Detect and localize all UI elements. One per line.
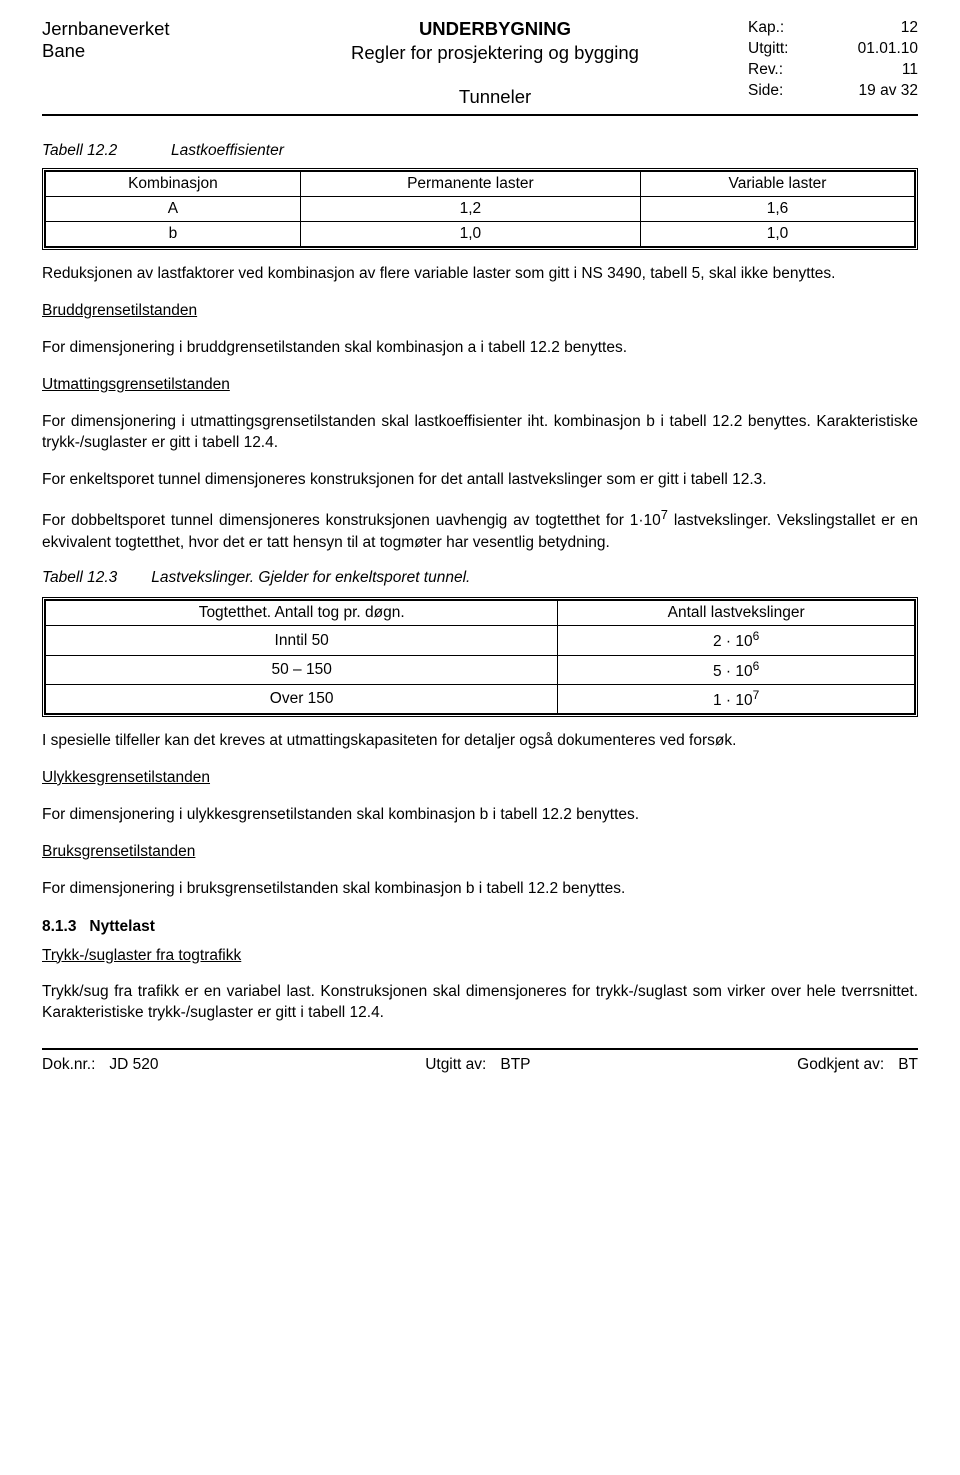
table-header-row: Kombinasjon Permanente laster Variable l… [46,172,915,197]
org-name: Jernbaneverket [42,18,242,40]
utgitt-value: 01.01.10 [858,39,918,60]
footer-rule [42,1048,918,1050]
kap-row: Kap.: 12 [748,18,918,39]
header-center: UNDERBYGNING Regler for prosjektering og… [242,18,748,108]
cell-exp: 6 [753,659,760,673]
cell-exp: 7 [753,688,760,702]
heading-ulykkesgrense: Ulykkesgrensetilstanden [42,768,918,789]
para-spesielle: I spesielle tilfeller kan det kreves at … [42,731,918,752]
tabell-12-2-num: Tabell 12.2 [42,142,137,160]
heading-bruddgrense: Bruddgrensetilstanden [42,301,918,322]
cell-exp: 6 [753,629,760,643]
cell: A [46,197,301,222]
table-row: 50 – 150 5 · 106 [46,655,915,684]
futgitt-label: Utgitt av: [425,1056,486,1074]
para-trykk: Trykk/sug fra trafikk er en variabel las… [42,982,918,1024]
table-row: A 1,2 1,6 [46,197,915,222]
para-ulykkes: For dimensjonering i ulykkesgrensetilsta… [42,805,918,826]
para-utmatting: For dimensjonering i utmattingsgrensetil… [42,412,918,454]
header-rule [42,114,918,116]
document-page: Jernbaneverket Bane UNDERBYGNING Regler … [0,0,960,1086]
col-variable: Variable laster [640,172,914,197]
tabell-12-3-caption: Tabell 12.3 Lastvekslinger. Gjelder for … [42,569,918,587]
rev-row: Rev.: 11 [748,60,918,81]
tabell-12-2-caption: Tabell 12.2 Lastkoeffisienter [42,142,918,160]
para-enkeltsporet: For enkeltsporet tunnel dimensjoneres ko… [42,470,918,491]
doc-subtitle: Regler for prosjektering og bygging [242,42,748,64]
section-8-1-3: 8.1.3 Nyttelast [42,918,918,936]
cell: 1,2 [300,197,640,222]
kap-value: 12 [901,18,918,39]
para-reduksjon: Reduksjonen av lastfaktorer ved kombinas… [42,264,918,285]
heading-utmatting: Utmattingsgrensetilstanden [42,375,918,396]
org-sub: Bane [42,40,242,62]
heading-bruksgrense: Bruksgrensetilstanden [42,842,918,863]
tabell-12-3-table: Togtetthet. Antall tog pr. døgn. Antall … [45,600,915,713]
cell: 5 · 106 [558,655,915,684]
dob-dot: ·10 [638,513,660,530]
table-row: Over 150 1 · 107 [46,684,915,713]
cell-base: 1 · 10 [713,692,753,709]
utgitt-label: Utgitt: [748,39,808,60]
side-label: Side: [748,81,808,102]
section-8-1-3-num: 8.1.3 [42,918,76,935]
table-header-row: Togtetthet. Antall tog pr. døgn. Antall … [46,601,915,626]
col-kombinasjon: Kombinasjon [46,172,301,197]
cell: Inntil 50 [46,626,558,655]
tabell-12-2-title: Lastkoeffisienter [171,142,284,160]
kap-label: Kap.: [748,18,808,39]
cell: b [46,222,301,247]
tabell-12-3: Togtetthet. Antall tog pr. døgn. Antall … [42,597,918,716]
footer-utgitt: Utgitt av: BTP [425,1056,530,1074]
section-8-1-3-title: Nyttelast [89,918,154,935]
cell: Over 150 [46,684,558,713]
doc-section: Tunneler [242,86,748,108]
tabell-12-3-num: Tabell 12.3 [42,569,117,587]
table-row: b 1,0 1,0 [46,222,915,247]
futgitt-value: BTP [500,1056,530,1074]
side-row: Side: 19 av 32 [748,81,918,102]
cell: 50 – 150 [46,655,558,684]
footer-dok: Dok.nr.: JD 520 [42,1056,159,1074]
tabell-12-2-table: Kombinasjon Permanente laster Variable l… [45,171,915,247]
cell-base: 5 · 10 [713,663,753,680]
para-bruks: For dimensjonering i bruksgrensetilstand… [42,879,918,900]
heading-trykk: Trykk-/suglaster fra togtrafikk [42,946,918,967]
side-value: 19 av 32 [859,81,918,102]
tabell-12-3-title: Lastvekslinger. Gjelder for enkeltsporet… [151,569,470,587]
para-brudd: For dimensjonering i bruddgrensetilstand… [42,338,918,359]
cell: 1,6 [640,197,914,222]
col-permanente: Permanente laster [300,172,640,197]
rev-label: Rev.: [748,60,808,81]
cell: 1,0 [640,222,914,247]
cell-base: 2 · 10 [713,634,753,651]
table-row: Inntil 50 2 · 106 [46,626,915,655]
cell: 1,0 [300,222,640,247]
footer-godkjent: Godkjent av: BT [797,1056,918,1074]
doc-title: UNDERBYGNING [242,18,748,40]
page-footer: Dok.nr.: JD 520 Utgitt av: BTP Godkjent … [42,1056,918,1074]
dob-exp: 7 [661,507,668,522]
godkj-value: BT [898,1056,918,1074]
dok-value: JD 520 [109,1056,158,1074]
rev-value: 11 [902,60,918,81]
tabell-12-2: Kombinasjon Permanente laster Variable l… [42,168,918,250]
header-left: Jernbaneverket Bane [42,18,242,62]
dob-pre: For dobbeltsporet tunnel dimensjoneres k… [42,513,638,530]
col-togtetthet: Togtetthet. Antall tog pr. døgn. [46,601,558,626]
para-dobbeltsporet: For dobbeltsporet tunnel dimensjoneres k… [42,506,918,553]
page-header: Jernbaneverket Bane UNDERBYGNING Regler … [42,18,918,108]
dok-label: Dok.nr.: [42,1056,95,1074]
cell: 2 · 106 [558,626,915,655]
header-right: Kap.: 12 Utgitt: 01.01.10 Rev.: 11 Side:… [748,18,918,102]
col-lastvekslinger: Antall lastvekslinger [558,601,915,626]
cell: 1 · 107 [558,684,915,713]
utgitt-row: Utgitt: 01.01.10 [748,39,918,60]
godkj-label: Godkjent av: [797,1056,884,1074]
